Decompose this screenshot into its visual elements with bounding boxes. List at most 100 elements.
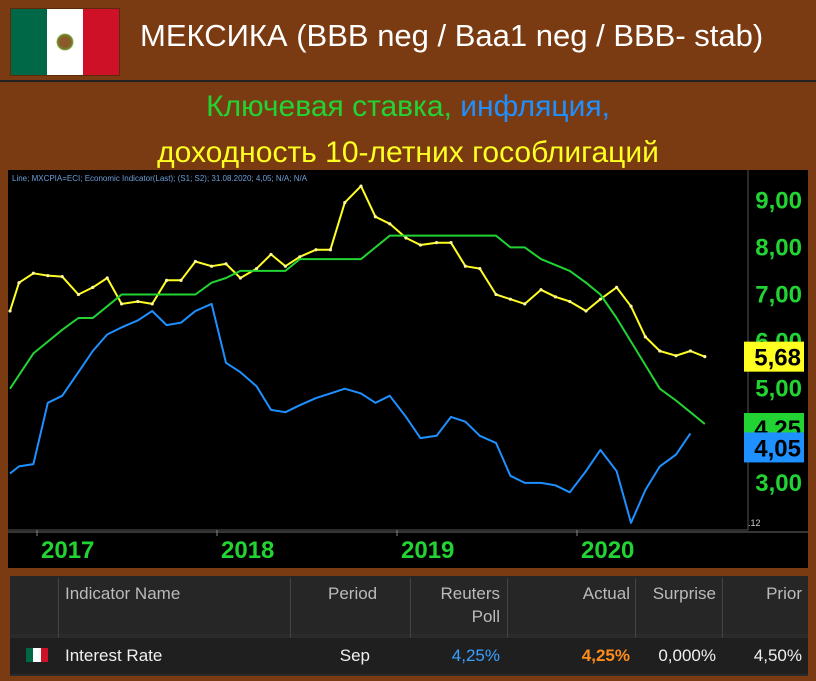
cell-reuters-poll: 4,25%: [451, 646, 500, 665]
y-tick-label: 5,00: [755, 376, 802, 403]
series-line-0: [9, 185, 706, 358]
data-point: [179, 278, 183, 282]
data-point: [539, 288, 543, 292]
data-point: [494, 292, 498, 297]
data-point: [105, 276, 109, 280]
cell-period: Sep: [339, 646, 370, 665]
subtitle-inflation: инфляция,: [460, 90, 610, 123]
data-point: [629, 304, 633, 308]
data-point: [703, 355, 707, 359]
data-point: [120, 302, 124, 306]
data-point: [298, 255, 302, 259]
mexico-flag-icon: [10, 8, 120, 76]
line-chart: Line; MXCPIA=ECI; Economic Indicator(Las…: [8, 170, 808, 564]
data-point: [343, 201, 347, 205]
header-divider: [0, 80, 816, 82]
data-point: [674, 354, 678, 358]
y-tick-label: 9,00: [755, 187, 802, 214]
header-reuters-poll-line2: Poll: [471, 607, 500, 626]
data-point: [76, 292, 80, 297]
last-value-box: [744, 341, 804, 372]
data-point: [449, 241, 453, 245]
data-point: [238, 276, 242, 280]
data-point: [255, 266, 259, 271]
last-value-box: [744, 432, 804, 463]
chart-panel: Line; MXCPIA=ECI; Economic Indicator(Las…: [8, 170, 808, 568]
subtitle-key-rate: Ключевая ставка,: [206, 90, 452, 123]
data-point: [658, 349, 662, 353]
header-prior: Prior: [766, 584, 802, 603]
data-point: [314, 248, 318, 252]
data-point: [508, 297, 512, 301]
column-divider: [507, 578, 508, 674]
last-value-label: 4,05: [754, 435, 801, 462]
data-point: [150, 302, 154, 306]
data-point: [598, 297, 603, 301]
data-point: [91, 285, 95, 290]
x-tick-label: 2019: [401, 537, 454, 564]
header-surprise: Surprise: [652, 584, 716, 603]
data-point: [328, 248, 332, 252]
table-row[interactable]: Interest Rate Sep 4,25% 4,25% 0,000% 4,5…: [10, 638, 808, 674]
page-title: МЕКСИКА (BBB neg / Baa1 neg / BBB- stab): [140, 18, 764, 53]
header-period: Period: [328, 584, 378, 603]
x-tick-label: 2020: [581, 537, 634, 564]
data-point: [193, 259, 197, 264]
data-point: [568, 299, 572, 304]
column-divider: [722, 578, 723, 674]
data-point: [615, 285, 619, 290]
cell-indicator-name: Interest Rate: [65, 646, 163, 665]
header-bar: МЕКСИКА (BBB neg / Baa1 neg / BBB- stab): [0, 0, 816, 80]
data-point: [523, 302, 527, 306]
data-point: [418, 243, 422, 247]
data-point: [643, 335, 648, 339]
data-point: [8, 309, 12, 313]
data-point: [435, 241, 439, 245]
data-point: [463, 264, 467, 268]
column-divider: [635, 578, 636, 674]
data-point: [165, 278, 169, 282]
y-tick-label: 3,00: [755, 470, 802, 497]
y-tick-label: 7,00: [755, 281, 802, 308]
y-tick-label: 8,00: [755, 234, 802, 261]
data-point: [283, 264, 287, 268]
data-point: [224, 262, 228, 266]
column-divider: [410, 578, 411, 674]
x-tick-label: 2018: [221, 537, 274, 564]
corner-label: .12: [748, 518, 761, 528]
chart-info-text: Line; MXCPIA=ECI; Economic Indicator(Las…: [12, 174, 308, 183]
cell-actual: 4,25%: [581, 646, 630, 665]
series-line-1: [9, 234, 706, 425]
header-reuters-poll-line1: Reuters: [440, 584, 500, 603]
header-actual: Actual: [582, 584, 630, 603]
indicator-table: Indicator Name Period Reuters Poll Actua…: [10, 576, 808, 676]
data-point: [359, 184, 363, 188]
column-divider: [290, 578, 291, 674]
column-divider: [58, 578, 59, 674]
data-point: [388, 222, 392, 226]
table-header: Indicator Name Period Reuters Poll Actua…: [10, 576, 808, 634]
cell-surprise: 0,000%: [658, 646, 716, 665]
data-point: [31, 271, 35, 275]
data-point: [269, 252, 273, 257]
mexico-flag-icon: [26, 648, 48, 662]
subtitle-bond-yield: доходность 10-летних гособлигаций: [157, 136, 659, 169]
data-point: [404, 236, 408, 240]
last-value-label: 5,68: [754, 345, 801, 372]
data-point: [17, 281, 21, 285]
data-point: [136, 299, 140, 304]
x-tick-label: 2017: [41, 537, 94, 564]
data-point: [60, 274, 64, 279]
data-point: [478, 266, 482, 271]
cell-prior: 4,50%: [753, 646, 802, 665]
data-point: [46, 274, 50, 278]
series-line-2: [9, 302, 692, 524]
data-point: [584, 309, 588, 313]
data-point: [688, 349, 693, 353]
data-point: [210, 264, 214, 268]
chart-subtitle: Ключевая ставка, инфляция, доходность 10…: [0, 84, 816, 176]
header-reuters-poll: Reuters Poll: [430, 582, 500, 628]
header-indicator-name: Indicator Name: [65, 584, 181, 603]
data-point: [553, 295, 558, 299]
data-point: [373, 215, 377, 219]
